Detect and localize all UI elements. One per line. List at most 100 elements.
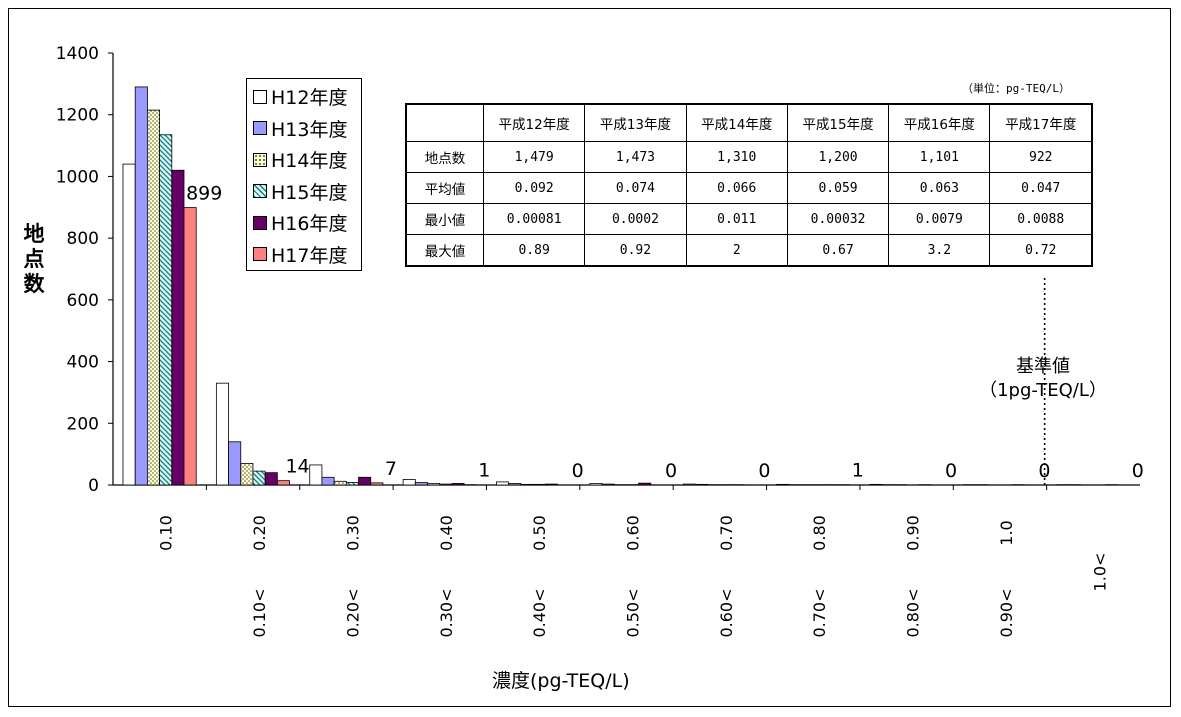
table-cell: 0.89 <box>482 234 586 267</box>
y-axis-title: 地点数 <box>23 222 45 296</box>
bar-H14年度-0.20 <box>240 462 254 486</box>
bar-H14年度-0.10 <box>146 109 160 486</box>
table-row: 最小値 0.00081 0.0002 0.011 0.00032 0.0079 … <box>405 203 1093 235</box>
table-cell: 0.047 <box>989 172 1093 204</box>
x-tick-label-upper: 0.20 <box>250 515 269 551</box>
table-row-label: 最小値 <box>405 203 484 235</box>
legend-label: H15年度 <box>271 181 348 204</box>
bar-H14年度-0.40 <box>427 483 441 486</box>
x-tick-label-upper: 1.0< <box>1090 553 1109 592</box>
x-tick-label-upper: 0.70 <box>717 515 736 551</box>
x-tick-label-upper: 0.80 <box>810 515 829 551</box>
legend-swatch-h14 <box>253 152 267 167</box>
table-cell: 0.67 <box>786 234 890 267</box>
legend-item: H16年度 <box>253 207 361 239</box>
bar-H13年度-0.60 <box>601 483 615 486</box>
x-tick-label-upper: 0.90 <box>904 515 923 551</box>
bar-H15年度-0.20 <box>252 470 266 486</box>
bar-H12年度-0.80 <box>776 483 790 486</box>
data-label: 14 <box>285 456 309 478</box>
x-tick-label-lower: 0.60< <box>717 588 736 637</box>
table-cell: 0.059 <box>786 172 890 204</box>
table-unit-note: （単位：pg-TEQ/L） <box>962 82 1070 95</box>
y-tick-label: 400 <box>67 353 99 373</box>
table-cell: 2 <box>685 234 788 267</box>
table-cell: 0.0002 <box>584 203 687 235</box>
bar-H16年度-0.50 <box>544 483 558 486</box>
legend-item: H13年度 <box>253 113 361 145</box>
legend-label: H16年度 <box>271 213 348 236</box>
bar-H12年度-0.50 <box>496 481 510 486</box>
table-row: 最大値 0.89 0.92 2 0.67 3.2 0.72 <box>405 234 1093 267</box>
bar-H16年度-0.10 <box>171 169 185 486</box>
reference-label-line2: （1pg-TEQ/L） <box>979 380 1107 401</box>
bar-H17年度-0.30 <box>370 482 384 486</box>
y-tick-label: 1000 <box>56 167 99 187</box>
y-tick-label: 200 <box>67 414 99 434</box>
legend-swatch-h12 <box>253 89 267 104</box>
bar-H12年度-0.30 <box>309 464 323 486</box>
y-tick-label: 0 <box>88 476 99 496</box>
bar-H13年度-0.50 <box>508 483 522 486</box>
x-axis-title: 濃度(pg-TEQ/L) <box>492 670 630 692</box>
bar-H16年度-0.20 <box>264 472 278 486</box>
table-cell: 1,101 <box>888 141 991 173</box>
bar-H13年度-0.10 <box>134 86 148 486</box>
x-tick-label-upper: 0.50 <box>530 515 549 551</box>
table-header-row: 平成12年度 平成13年度 平成14年度 平成15年度 平成16年度 平成17年… <box>405 103 1093 142</box>
bar-H17年度-0.20 <box>276 480 290 486</box>
table-cell: 0.72 <box>989 234 1093 267</box>
bar-H17年度-0.10 <box>183 207 197 486</box>
bar-H14年度-0.30 <box>333 480 347 486</box>
table-cell: 0.00032 <box>786 203 890 235</box>
legend-label: H12年度 <box>271 87 348 110</box>
table-cell: 922 <box>989 141 1093 173</box>
bar-H12年度-0.90 <box>869 483 883 486</box>
bar-H13年度-0.40 <box>414 482 428 486</box>
x-tick-label-lower: 0.90< <box>997 588 1016 637</box>
table-cell: 0.0079 <box>888 203 991 235</box>
x-tick-label-upper: 0.60 <box>624 515 643 551</box>
bar-H12年度-0.20 <box>215 382 229 486</box>
x-tick-label-lower: 0.80< <box>904 588 923 637</box>
legend-label: H13年度 <box>271 118 348 141</box>
table-cell: 0.92 <box>584 234 687 267</box>
legend-swatch-h17 <box>253 247 267 262</box>
x-tick-label-lower: 0.40< <box>530 588 549 637</box>
bar-H15年度-0.30 <box>345 482 359 486</box>
legend-item: H15年度 <box>253 176 361 208</box>
legend-label: H14年度 <box>271 150 348 173</box>
table-cell: 1,200 <box>786 141 890 173</box>
data-label: 0 <box>1132 460 1144 482</box>
bar-H16年度-0.30 <box>358 476 372 486</box>
table-cell: 0.066 <box>685 172 788 204</box>
data-label: 1 <box>852 460 864 482</box>
bar-H12年度-0.60 <box>589 483 603 486</box>
table-header-cell: 平成17年度 <box>989 103 1093 142</box>
table-cell: 0.011 <box>685 203 788 235</box>
table-cell: 1,310 <box>685 141 788 173</box>
table-cell: 0.092 <box>482 172 586 204</box>
bar-H16年度-0.60 <box>638 482 652 486</box>
data-label: 0 <box>758 460 770 482</box>
x-tick-label-upper: 1.0 <box>997 520 1016 545</box>
x-tick-label-lower: 0.10< <box>250 588 269 637</box>
legend-swatch-h16 <box>253 215 267 230</box>
summary-table: 平成12年度 平成13年度 平成14年度 平成15年度 平成16年度 平成17年… <box>405 103 1093 267</box>
x-tick-label-upper: 0.30 <box>343 515 362 551</box>
x-tick-label-lower: 0.30< <box>437 588 456 637</box>
y-tick-label: 1400 <box>56 44 99 64</box>
data-label: 0 <box>572 460 584 482</box>
legend-item: H12年度 <box>253 81 361 113</box>
reference-label-line1: 基準値 <box>1016 356 1070 377</box>
table-cell: 0.00081 <box>482 203 586 235</box>
data-label: 0 <box>945 460 957 482</box>
legend: H12年度 H13年度 H14年度 H15年度 H16年度 H17年度 <box>246 78 362 271</box>
bar-H14年度-0.50 <box>520 483 534 486</box>
data-label: 0 <box>665 460 677 482</box>
legend-swatch-h15 <box>253 184 267 199</box>
bar-H16年度-0.40 <box>451 483 465 486</box>
y-tick-label: 1200 <box>56 106 99 126</box>
table-cell: 1,479 <box>482 141 586 173</box>
